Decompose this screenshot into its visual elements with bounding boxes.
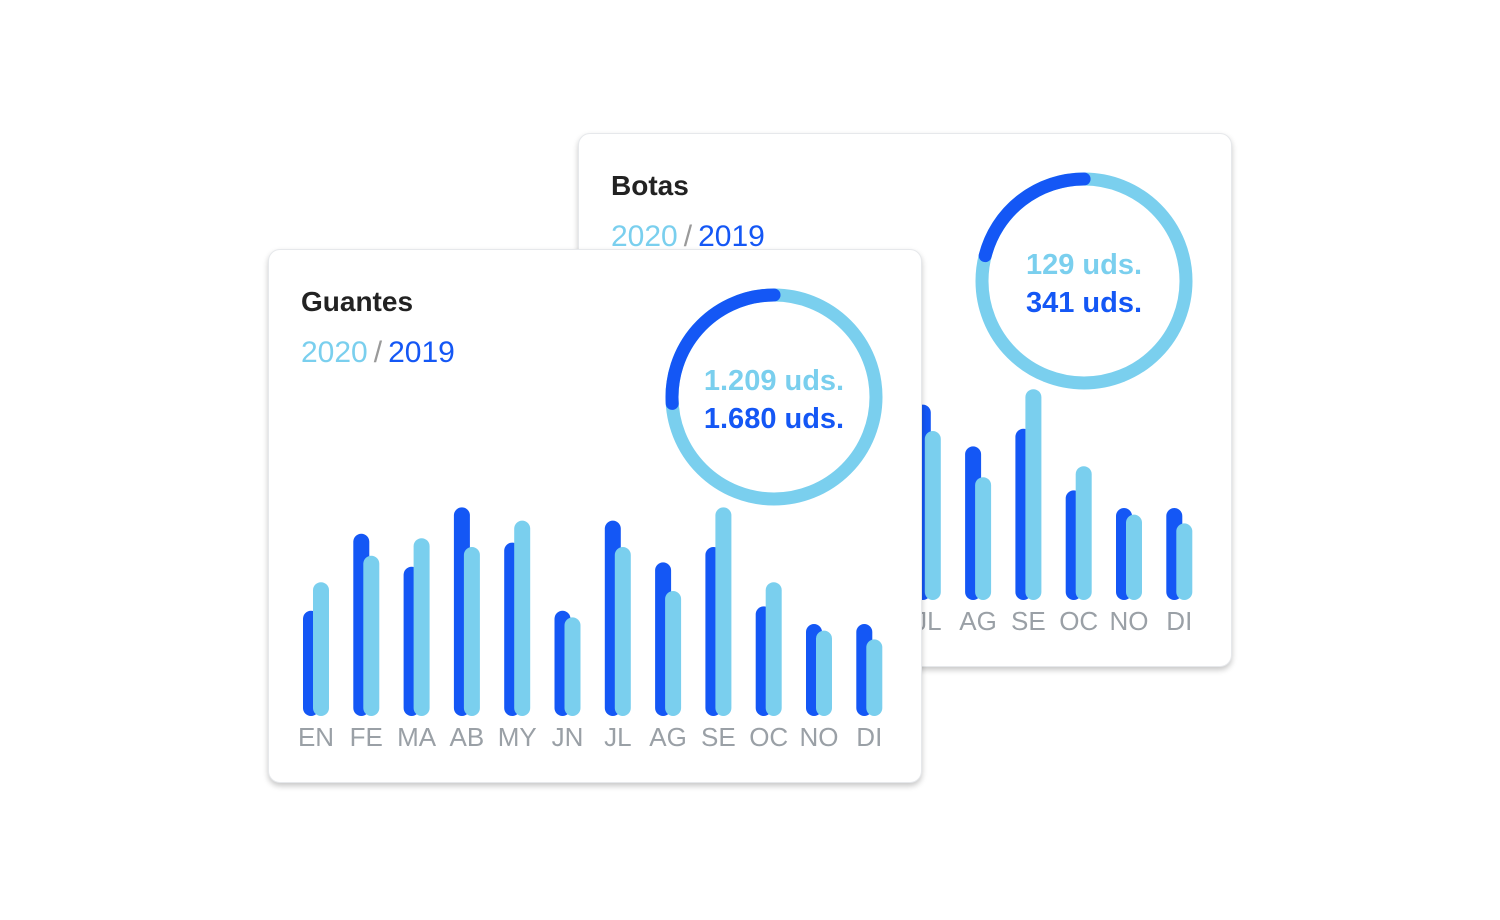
- legend-2019: 2019: [388, 336, 455, 369]
- month-label: AG: [649, 722, 687, 752]
- legend-2020: 2020: [611, 220, 678, 253]
- month-label: DI: [856, 722, 882, 752]
- month-label: FE: [350, 722, 383, 752]
- month-label: OC: [1059, 606, 1098, 636]
- donut-value-2020: 129 uds.: [1026, 249, 1142, 281]
- month-label: NO: [800, 722, 839, 752]
- month-label: NO: [1110, 606, 1149, 636]
- month-label: OC: [749, 722, 788, 752]
- year-legend: 2020/2019: [301, 336, 455, 370]
- month-label: MA: [397, 722, 437, 752]
- card-title: Botas: [611, 170, 689, 201]
- month-label: JL: [604, 722, 631, 752]
- card-title: Guantes: [301, 286, 414, 317]
- donut-arc-2019: [665, 288, 883, 506]
- donut-value-2019: 1.680 uds.: [704, 403, 844, 435]
- month-label: JN: [552, 722, 584, 752]
- month-label: SE: [1011, 606, 1046, 636]
- year-legend: 2020/2019: [611, 220, 765, 254]
- month-label: EN: [298, 722, 334, 752]
- donut-background: [982, 179, 1186, 383]
- month-label: AG: [959, 606, 997, 636]
- donut-value-2020: 1.209 uds.: [704, 365, 844, 397]
- guantes-chart: EN FE MA AB MY JN JL AG SE OC NO DI 1.209 uds. 1.680 …: [298, 288, 883, 752]
- legend-separator: /: [373, 336, 383, 369]
- legend-2019: 2019: [698, 220, 765, 253]
- donut-arc-2019: [975, 172, 1193, 390]
- legend-separator: /: [683, 220, 693, 253]
- month-label: AB: [450, 722, 485, 752]
- guantes-card: Guantes 2020/2019 EN FE MA AB MY JN JL AG SE OC NO…: [268, 249, 922, 783]
- donut-background: [672, 295, 876, 499]
- month-label: MY: [498, 722, 537, 752]
- donut-value-2019: 341 uds.: [1026, 287, 1142, 319]
- month-label: SE: [701, 722, 736, 752]
- legend-2020: 2020: [301, 336, 368, 369]
- month-label: DI: [1166, 606, 1192, 636]
